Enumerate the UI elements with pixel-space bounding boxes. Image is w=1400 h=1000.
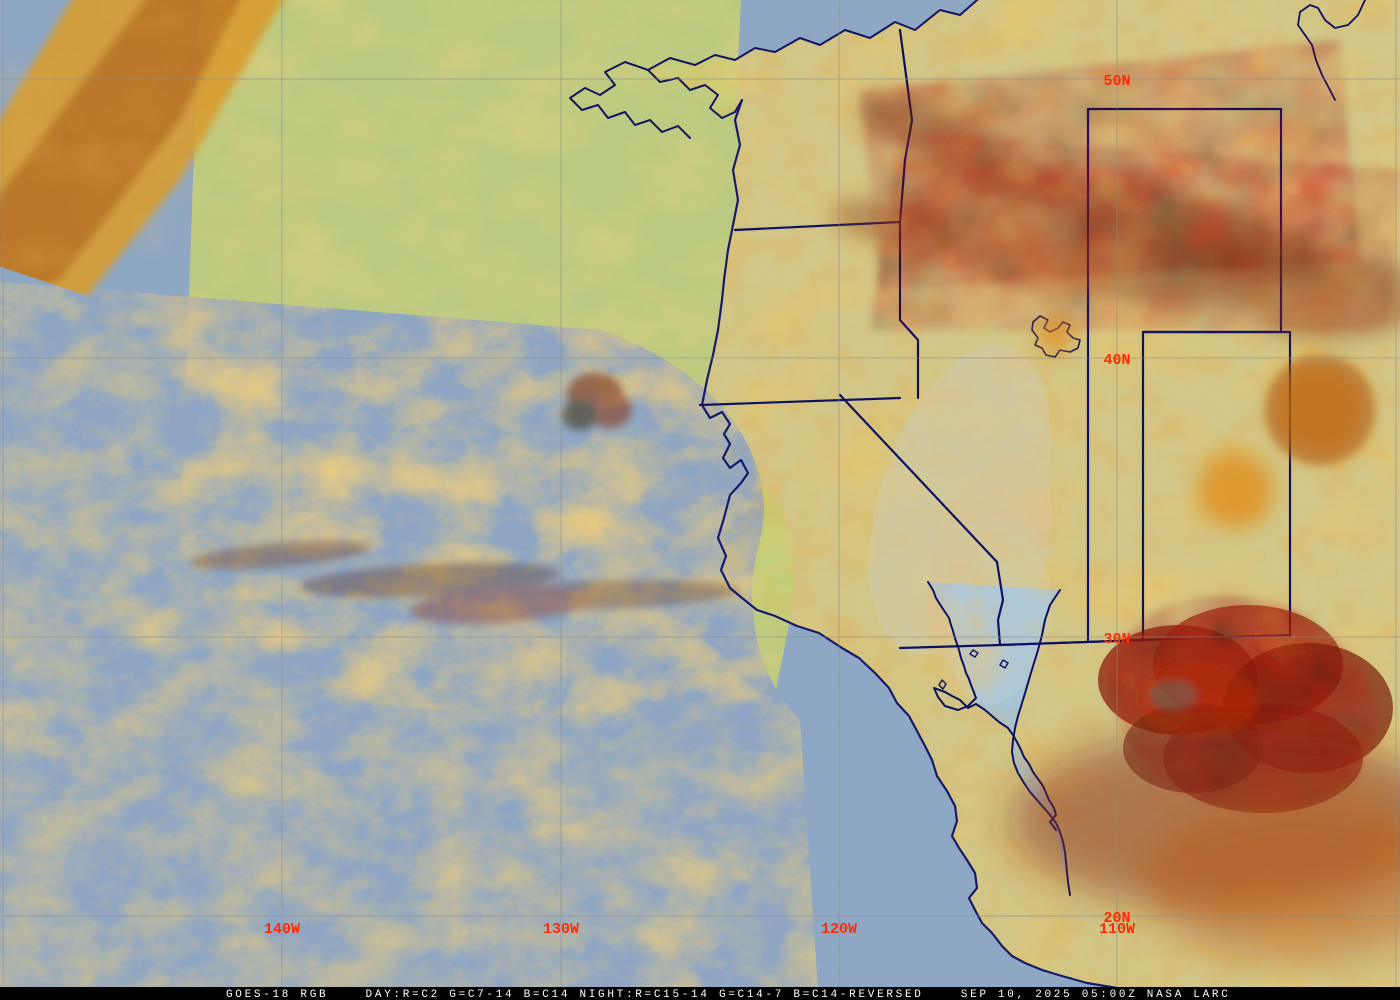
svg-text:GOES-18 RGB DAY:R=C2 G=C7-1: GOES-18 RGB DAY:R=C2 G=C7-14 B=C14 NIGHT… bbox=[226, 989, 1231, 1000]
